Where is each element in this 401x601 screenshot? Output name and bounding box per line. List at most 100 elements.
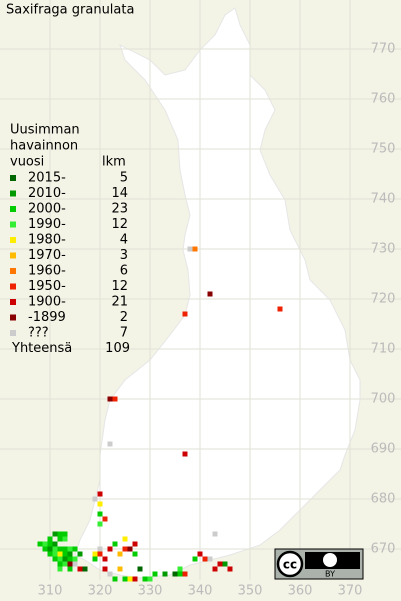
record-cell [52,546,58,552]
record-cell [132,576,138,582]
y-tick-label: 740 [371,192,396,207]
y-tick-label: 760 [371,92,396,107]
record-cell [52,551,58,557]
record-cell [197,551,203,557]
legend-label: 1990- [28,217,66,232]
record-cell [72,556,78,562]
record-cell [92,551,98,557]
legend-count: 12 [111,279,128,294]
record-cell [47,536,53,542]
record-cell [122,536,128,542]
record-cell [207,291,213,297]
y-tick-label: 690 [371,442,396,457]
record-cell [217,561,223,567]
record-cell [117,566,123,572]
y-tick-label: 710 [371,342,396,357]
license-badge: cc BY [274,548,364,580]
legend-label: 2015- [28,171,66,186]
legend-swatch [10,299,16,305]
record-cell [107,396,113,402]
legend-count: 3 [120,248,128,263]
record-cell [57,536,63,542]
legend-count: 14 [111,186,128,201]
total-label: Yhteensä [11,341,72,356]
legend-label: 1980- [28,233,66,248]
record-cell [92,556,98,562]
record-cell [192,246,198,252]
record-cell [57,531,63,537]
y-tick-label: 750 [371,142,396,157]
record-cell [187,246,193,252]
record-cell [92,496,98,502]
record-cell [67,556,73,562]
legend-swatch [10,206,16,212]
record-cell [37,541,43,547]
record-cell [162,571,168,577]
record-cell [147,576,153,582]
legend-label: 1900- [28,295,66,310]
record-cell [172,571,178,577]
record-cell [182,311,188,317]
x-tick-label: 320 [88,584,113,599]
legend-swatch [10,252,16,259]
record-cell [52,531,58,537]
record-cell [62,546,68,552]
map-title: Saxifraga granulata [6,3,134,18]
legend-count: 7 [120,326,128,341]
legend-swatch [10,330,16,336]
record-cell [127,576,133,582]
record-cell [112,396,118,402]
y-tick-label: 680 [371,492,396,507]
record-cell [182,451,188,457]
legend-swatch [10,175,16,181]
legend-count: 23 [111,202,128,217]
legend-swatch [10,314,16,321]
record-cell [102,566,108,572]
record-cell [57,551,63,557]
record-cell [152,571,158,577]
record-cell [212,531,218,537]
record-cell [112,541,118,547]
record-cell [57,561,63,567]
x-tick-label: 350 [238,584,263,599]
x-tick-label: 370 [338,584,363,599]
record-cell [132,551,138,557]
y-tick-label: 730 [371,242,396,257]
record-cell [102,516,108,522]
record-cell [97,546,103,552]
record-cell [107,546,113,552]
x-tick-label: 330 [138,584,163,599]
record-cell [47,551,53,557]
record-cell [97,491,103,497]
record-cell [67,551,73,557]
record-cell [117,551,123,557]
legend-label: ??? [28,326,49,341]
record-cell [132,541,138,547]
record-cell [277,306,283,312]
legend-label: 1950- [28,279,66,294]
legend-swatch [10,190,16,197]
x-tick-label: 310 [38,584,63,599]
legend-label: 1970- [28,248,66,263]
record-cell [82,566,88,572]
finland-outline [74,7,361,579]
legend-count: 4 [120,233,128,248]
legend-swatch [10,283,16,290]
legend-count: 12 [111,217,128,232]
record-cell [102,556,108,562]
y-tick-label: 720 [371,292,396,307]
by-icon [323,553,337,567]
y-tick-label: 700 [371,392,396,407]
record-cell [177,571,183,577]
cc-text: cc [283,558,297,572]
record-cell [52,541,58,547]
record-cell [112,576,118,582]
record-cell [57,566,63,572]
cc-circle [276,550,304,578]
record-cell [57,546,63,552]
legend-count: 6 [120,264,128,279]
record-cell [202,556,208,562]
legend-count: 5 [120,171,128,186]
record-cell [42,541,48,547]
